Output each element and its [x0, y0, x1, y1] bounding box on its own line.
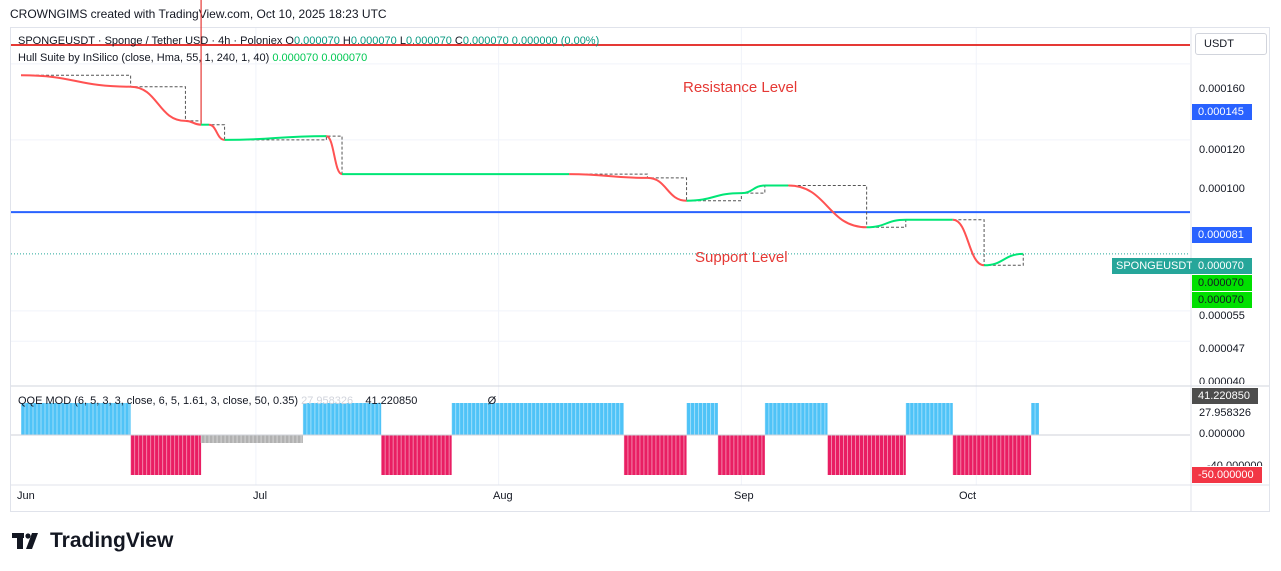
hull-line-segment: [569, 173, 648, 179]
hull-line-segment: [208, 123, 225, 141]
hull-line-segment: [185, 119, 202, 126]
qqe-histogram-segment: [905, 403, 953, 435]
resistance-annotation: Resistance Level: [683, 79, 798, 96]
hull-title: Hull Suite by InSilico (close, Hma, 55, …: [18, 52, 270, 64]
symbol-title[interactable]: SPONGEUSDT · Sponge / Tether USD · 4h · …: [18, 35, 283, 47]
price-tick: 0.000047: [1199, 343, 1245, 355]
symbol-legend: SPONGEUSDT · Sponge / Tether USD · 4h · …: [18, 35, 599, 47]
hull-line-segment: [686, 192, 742, 202]
price-tick: 0.000055: [1199, 310, 1245, 322]
low-value: 0.000070: [405, 35, 452, 47]
hull-line-segment: [130, 85, 186, 122]
currency-selector[interactable]: USDT: [1195, 33, 1267, 55]
support-annotation: Support Level: [695, 249, 788, 266]
hull-line-segment: [325, 135, 343, 176]
qqe-histogram-segment: [130, 435, 202, 475]
support-price-badge: 0.000081: [1192, 227, 1252, 243]
hull-price-badge: 0.000070: [1192, 292, 1252, 308]
tradingview-logo-icon: [12, 533, 38, 549]
qqe-histogram-segment: [764, 403, 828, 435]
hull-value-2: 0.000070: [321, 52, 368, 64]
brand-name: TradingView: [50, 529, 174, 552]
qqe-value-3: Ø: [487, 395, 497, 407]
qqe-histogram-segment: [1031, 403, 1039, 435]
time-tick: Jun: [17, 490, 35, 502]
hull-line-segment: [984, 252, 1024, 267]
open-label: O: [285, 35, 294, 47]
qqe-histogram-segment: [381, 435, 452, 475]
symbol-price-badge: SPONGEUSDT: [1112, 258, 1198, 274]
qqe-histogram-segment: [952, 435, 1032, 475]
time-tick: Oct: [959, 490, 977, 502]
high-label: H: [342, 35, 351, 47]
hull-line-segment: [952, 218, 985, 267]
qqe-histogram-segment: [302, 403, 382, 435]
close-label: C: [454, 35, 463, 47]
hull-value-1: 0.000070: [272, 52, 319, 64]
hull-line-segment: [788, 184, 867, 229]
qqe-top-badge: 41.220850: [1192, 388, 1258, 404]
chart-frame[interactable]: [10, 27, 1270, 512]
open-value: 0.000070: [293, 35, 340, 47]
hull-line-segment: [866, 218, 906, 229]
price-step-line: [21, 74, 1024, 266]
qqe-value-1: 27.958326: [301, 395, 354, 407]
qqe-value-2: 41.220850: [365, 395, 418, 407]
resistance-price-badge: 0.000145: [1192, 104, 1252, 120]
price-tick: 0.000040: [1199, 376, 1245, 384]
hull-line-segment: [741, 184, 765, 195]
hull-line-segment: [647, 176, 687, 202]
time-tick: Jul: [253, 490, 268, 502]
hull-line-segment: [20, 74, 131, 88]
qqe-tick: 27.958326: [1199, 407, 1251, 419]
qqe-tick: 0.000000: [1199, 428, 1245, 440]
price-tick: 0.000160: [1199, 83, 1245, 95]
hull-price-badge: 0.000070: [1192, 275, 1252, 291]
qqe-legend[interactable]: QQE MOD (6, 5, 3, 3, close, 6, 5, 1.61, …: [18, 395, 496, 407]
qqe-histogram-segment: [827, 435, 906, 475]
high-value: 0.000070: [350, 35, 397, 47]
last-price-badge: 0.000070: [1192, 258, 1252, 274]
qqe-histogram-segment: [623, 435, 687, 475]
chart-caption: CROWNGIMS created with TradingView.com, …: [10, 7, 387, 21]
qqe-histogram-segment: [451, 403, 624, 435]
qqe-histogram-segment: [201, 435, 303, 443]
qqe-histogram-segment: [21, 403, 131, 435]
hull-legend[interactable]: Hull Suite by InSilico (close, Hma, 55, …: [18, 52, 367, 64]
low-label: L: [399, 35, 406, 47]
price-tick: 0.000120: [1199, 144, 1245, 156]
change-value: 0.000000 (0.00%): [511, 35, 600, 47]
qqe-bottom-badge: -50.000000: [1192, 467, 1262, 483]
close-value: 0.000070: [462, 35, 509, 47]
price-tick: 0.000100: [1199, 183, 1245, 195]
qqe-histogram-segment: [686, 403, 718, 435]
time-tick: Aug: [493, 490, 513, 502]
time-tick: Sep: [734, 490, 754, 502]
qqe-histogram-segment: [717, 435, 765, 475]
qqe-title: QQE MOD (6, 5, 3, 3, close, 6, 5, 1.61, …: [18, 395, 299, 407]
qqe-tick: -40.000000: [1207, 460, 1263, 466]
brand-logo[interactable]: TradingView: [12, 529, 173, 553]
hull-line-segment: [224, 135, 327, 141]
